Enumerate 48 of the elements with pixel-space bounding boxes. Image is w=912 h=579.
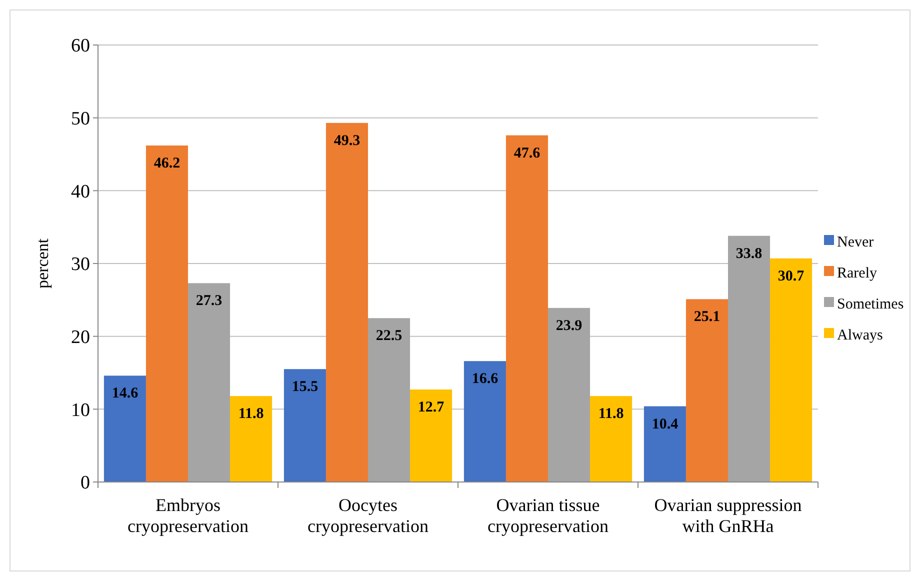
bar: [146, 146, 188, 482]
data-label: 12.7: [418, 400, 445, 416]
bar: [686, 299, 728, 482]
data-label: 47.6: [514, 145, 541, 162]
bar: [506, 135, 548, 482]
y-tick-label: 0: [80, 472, 90, 494]
data-label: 30.7: [778, 268, 805, 284]
y-tick-label: 40: [71, 181, 90, 202]
data-label: 11.8: [598, 406, 624, 422]
data-label: 11.8: [238, 406, 264, 422]
x-tick-label: Ovarian tissue cryopreservation: [488, 495, 608, 536]
bar: [644, 406, 686, 482]
x-tick-label: Oocytes cryopreservation: [308, 495, 428, 536]
data-label: 10.4: [652, 416, 679, 432]
bar: [410, 390, 452, 482]
data-label: 27.3: [196, 293, 222, 310]
bar: [464, 361, 506, 482]
bar: [326, 122, 368, 482]
bar: [188, 283, 230, 482]
legend-label: Rarely: [837, 265, 878, 282]
data-label: 25.1: [694, 309, 720, 326]
data-label: 23.9: [556, 318, 582, 334]
legend-label: Never: [837, 234, 874, 250]
bar: [548, 308, 590, 482]
bar: [368, 318, 410, 482]
legend-label: Sometimes: [837, 296, 904, 312]
y-tick-label: 50: [71, 108, 90, 130]
data-label: 16.6: [472, 371, 499, 388]
bar: [590, 396, 632, 482]
data-label: 46.2: [154, 156, 180, 172]
data-label: 14.6: [112, 386, 139, 402]
y-tick-label: 30: [71, 254, 90, 276]
data-label: 22.5: [376, 328, 402, 344]
bar: [770, 258, 812, 482]
bar: [284, 369, 326, 482]
legend-label: Always: [837, 327, 883, 344]
y-tick-label: 10: [71, 400, 90, 421]
y-tick-label: 20: [71, 326, 90, 348]
bar: [230, 396, 272, 482]
bar: [728, 236, 770, 482]
data-label: 15.5: [292, 379, 318, 396]
data-label: 49.3: [334, 132, 360, 149]
y-axis-title: percent: [33, 238, 52, 289]
x-tick-label: Embryos cryopreservation: [128, 495, 248, 536]
x-tick-label: Ovarian suppression with GnRHa: [654, 495, 802, 536]
data-label: 33.8: [736, 246, 762, 262]
y-tick-label: 60: [71, 36, 90, 57]
bar: [104, 376, 146, 482]
